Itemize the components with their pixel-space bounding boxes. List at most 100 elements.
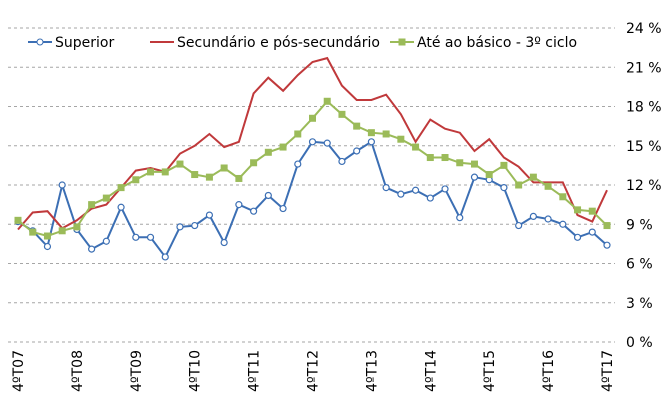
point	[529, 173, 537, 181]
point	[338, 157, 346, 166]
x-tick-label: 4ºT16	[541, 350, 557, 392]
point	[29, 228, 37, 236]
x-tick-label: 4ºT11	[247, 350, 263, 392]
point	[117, 203, 125, 211]
point	[426, 154, 434, 162]
x-tick-label: 4ºT08	[70, 350, 86, 392]
point	[176, 223, 184, 231]
point	[323, 97, 331, 105]
point	[470, 160, 478, 168]
x-tick-label: 4ºT15	[482, 350, 498, 392]
point	[102, 237, 110, 245]
point	[456, 159, 464, 167]
point	[574, 206, 582, 214]
y-tick-label: 18 %	[626, 100, 662, 116]
point	[588, 207, 596, 215]
point	[309, 114, 316, 122]
point	[264, 191, 272, 200]
point	[73, 223, 81, 231]
point	[559, 193, 567, 201]
point	[58, 181, 66, 189]
point	[191, 221, 199, 230]
point	[220, 164, 228, 172]
point	[43, 232, 51, 240]
point	[117, 184, 125, 192]
point	[338, 110, 346, 118]
point	[559, 220, 567, 228]
point	[58, 227, 66, 235]
legend-marker	[398, 38, 406, 46]
x-tick-label: 4ºT09	[129, 350, 145, 392]
point	[367, 129, 375, 137]
point	[397, 135, 405, 143]
point	[161, 253, 169, 261]
point	[353, 147, 361, 155]
point	[544, 215, 552, 223]
point	[588, 228, 596, 236]
x-tick-label: 4ºT12	[306, 350, 322, 392]
x-tick-label: 4ºT13	[364, 350, 380, 392]
point	[441, 185, 449, 193]
point	[441, 154, 449, 162]
point	[205, 173, 213, 181]
point	[235, 201, 243, 209]
legend-item: Até ao básico - 3º ciclo	[390, 35, 577, 51]
point	[279, 143, 287, 151]
point	[323, 139, 331, 147]
point	[411, 186, 420, 194]
legend-label: Superior	[55, 35, 114, 51]
x-tick-label: 4ºT10	[188, 350, 204, 392]
y-tick-label: 24 %	[626, 21, 662, 37]
point	[382, 184, 390, 192]
point	[470, 173, 479, 181]
point	[382, 130, 390, 138]
point	[294, 160, 302, 168]
point	[88, 201, 96, 209]
legend-marker	[36, 38, 44, 46]
y-tick-label: 21 %	[626, 60, 662, 76]
point	[353, 122, 361, 130]
y-tick-label: 0 %	[626, 335, 653, 351]
point	[456, 214, 464, 222]
y-tick-label: 3 %	[626, 296, 653, 312]
y-tick-label: 9 %	[626, 217, 653, 233]
point	[191, 171, 199, 179]
point	[161, 168, 169, 176]
x-tick-label: 4ºT14	[423, 350, 439, 392]
point	[132, 233, 140, 241]
point	[485, 171, 493, 179]
point	[308, 138, 317, 146]
point	[603, 222, 611, 230]
point	[412, 143, 420, 151]
point	[515, 181, 523, 189]
point	[500, 184, 508, 192]
point	[264, 148, 272, 156]
y-tick-label: 15 %	[626, 139, 662, 155]
y-tick-label: 12 %	[626, 178, 662, 194]
point	[43, 242, 52, 251]
point	[132, 176, 140, 184]
point	[146, 233, 155, 241]
point	[102, 194, 110, 202]
x-tick-label: 4ºT17	[600, 350, 616, 392]
legend-item: Superior	[28, 35, 114, 51]
point	[147, 168, 155, 176]
point	[367, 138, 375, 146]
point	[176, 160, 184, 168]
point	[14, 216, 22, 224]
x-tick-label: 4ºT07	[11, 350, 27, 392]
point	[544, 182, 552, 190]
point	[250, 207, 258, 215]
point	[426, 194, 434, 202]
point	[573, 233, 582, 241]
point	[603, 241, 611, 249]
legend-label: Secundário e pós-secundário	[177, 35, 380, 51]
series-line	[17, 56, 608, 231]
point	[205, 211, 214, 219]
point	[235, 174, 243, 182]
point	[500, 161, 508, 169]
y-tick-label: 6 %	[626, 257, 653, 273]
point	[250, 159, 258, 167]
point	[279, 204, 287, 213]
